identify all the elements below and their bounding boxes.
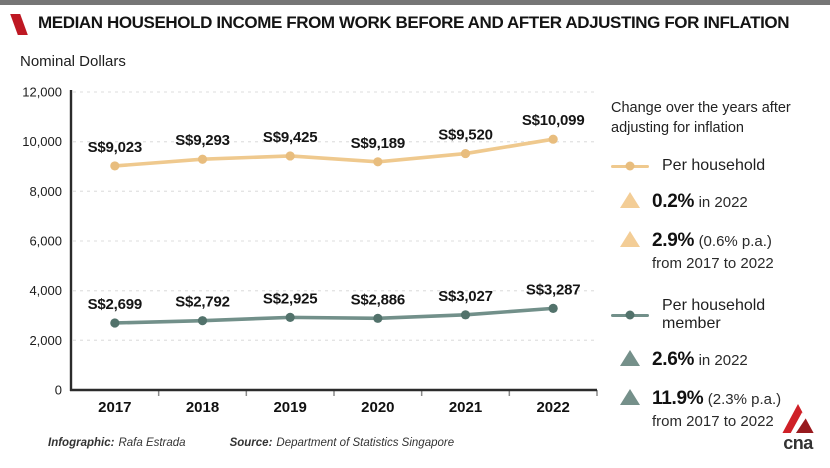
data-point <box>285 151 295 161</box>
triangle-up-icon <box>620 350 640 367</box>
y-axis-tick-label: 0 <box>55 383 62 398</box>
page-title: MEDIAN HOUSEHOLD INCOME FROM WORK BEFORE… <box>38 13 790 32</box>
y-axis-tick-label: 4,000 <box>29 283 62 298</box>
y-axis-tick-label: 10,000 <box>22 134 62 149</box>
stat-suffix: (2.3% p.a.) <box>707 391 782 408</box>
data-point <box>548 134 558 144</box>
series-label: Per household member <box>662 297 766 333</box>
legend-title: Change over the years after adjusting fo… <box>611 100 791 136</box>
legend-stat-household-5yr: 2.9% (0.6% p.a.) from 2017 to 2022 <box>611 229 827 274</box>
triangle-up-icon <box>620 230 640 247</box>
dot-icon <box>625 161 635 171</box>
legend-stat-household-2022: 0.2% in 2022 <box>611 190 827 214</box>
data-point-label: S$2,925 <box>263 290 317 307</box>
data-point-label: S$9,520 <box>438 127 492 144</box>
data-point-label: S$2,699 <box>88 296 142 313</box>
data-point <box>197 316 208 326</box>
data-point-label: S$3,027 <box>438 288 492 305</box>
credit-label: Source: <box>229 437 273 449</box>
x-axis-tick-label: 2018 <box>186 399 219 416</box>
data-point-label: S$9,023 <box>88 139 142 156</box>
stat-suffix: (0.6% p.a.) <box>698 232 772 250</box>
x-axis-tick-label: 2020 <box>361 399 394 416</box>
x-axis-tick-label: 2017 <box>98 399 131 416</box>
legend: Change over the years after adjusting fo… <box>611 98 827 432</box>
series-line <box>113 306 555 325</box>
y-axis-tick-label: 6,000 <box>29 234 62 249</box>
data-point-label: S$2,886 <box>351 291 405 308</box>
legend-stat-member-2022: 2.6% in 2022 <box>611 348 827 372</box>
footer-credits: Infographic: Rafa Estrada Source: Departme… <box>48 437 454 449</box>
data-point-label: S$2,792 <box>175 294 229 311</box>
cna-logo: cna <box>782 404 814 452</box>
line-marker-icon <box>611 310 649 320</box>
stat-period: from 2017 to 2022 <box>652 412 774 430</box>
data-point <box>285 312 295 322</box>
cna-logo-text: cna <box>783 433 813 453</box>
data-point <box>460 148 471 159</box>
y-axis-tick-label: 12,000 <box>22 85 62 100</box>
data-point <box>373 313 383 323</box>
top-bar <box>0 0 830 5</box>
line-marker-icon <box>611 161 649 171</box>
data-point-label: S$10,099 <box>522 112 585 129</box>
stat-percent: 11.9% <box>652 388 704 409</box>
y-axis-tick-label: 2,000 <box>29 333 62 348</box>
cna-logo-mark-icon <box>782 404 814 433</box>
data-point <box>110 318 120 328</box>
data-point <box>197 154 208 164</box>
data-point <box>110 161 120 171</box>
legend-stat-member-5yr: 11.9% (2.3% p.a.) from 2017 to 2022 <box>611 387 827 432</box>
stat-text: 2.6% in 2022 <box>652 348 748 372</box>
dot-icon <box>625 310 635 320</box>
source-credit: Source: Department of Statistics Singapor… <box>230 437 455 449</box>
data-point <box>548 303 558 313</box>
stat-text: 2.9% (0.6% p.a.) from 2017 to 2022 <box>652 229 774 274</box>
data-point <box>460 310 471 320</box>
stat-percent: 2.9% <box>652 229 695 251</box>
infographic-credit: Infographic: Rafa Estrada <box>48 437 186 449</box>
x-axis-tick-label: 2019 <box>273 399 306 416</box>
triangle-up-icon <box>620 389 640 405</box>
y-axis-title: Nominal Dollars <box>20 53 126 70</box>
x-axis-tick-label: 2022 <box>536 399 569 416</box>
data-point-label: S$9,189 <box>351 135 405 152</box>
stat-suffix: in 2022 <box>698 352 748 370</box>
credit-label: Infographic: <box>48 437 115 449</box>
stat-percent: 0.2% <box>652 191 695 212</box>
data-point-label: S$9,293 <box>175 132 229 149</box>
series-label: Per household <box>662 157 766 174</box>
credit-value: Department of Statistics Singapore <box>276 437 455 449</box>
legend-item-per-household: Per household <box>611 157 827 175</box>
x-axis-tick-label: 2021 <box>449 399 482 416</box>
series-line <box>113 137 555 168</box>
credit-value: Rafa Estrada <box>118 437 186 449</box>
stat-text: 0.2% in 2022 <box>652 190 748 214</box>
stat-period: from 2017 to 2022 <box>652 254 774 272</box>
stat-text: 11.9% (2.3% p.a.) from 2017 to 2022 <box>652 387 781 432</box>
header: MEDIAN HOUSEHOLD INCOME FROM WORK BEFORE… <box>10 13 790 35</box>
y-axis-tick-label: 8,000 <box>29 184 62 199</box>
data-point-label: S$3,287 <box>526 281 580 298</box>
data-point <box>373 157 383 167</box>
data-point-label: S$9,425 <box>263 129 317 146</box>
triangle-up-icon <box>620 192 640 208</box>
stat-percent: 2.6% <box>652 349 695 371</box>
legend-item-per-household-member: Per household member <box>611 297 827 333</box>
stat-suffix: in 2022 <box>698 194 748 211</box>
